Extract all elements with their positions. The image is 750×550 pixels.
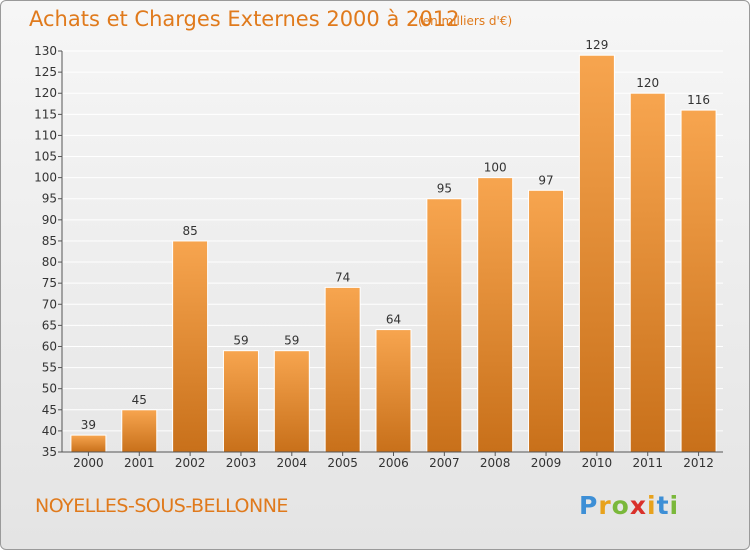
bar-2003	[222, 350, 259, 453]
y-tick-label: 95	[42, 192, 57, 206]
data-label-2003: 59	[233, 334, 248, 348]
data-label-2006: 64	[386, 313, 401, 327]
bar-2005	[324, 286, 361, 453]
x-tick-label-2012: 2012	[683, 456, 714, 470]
data-label-2002: 85	[182, 224, 197, 238]
x-tick-label-2011: 2011	[632, 456, 663, 470]
data-label-2010: 129	[585, 38, 608, 52]
bar-2001	[121, 409, 158, 453]
x-tick-label-2007: 2007	[429, 456, 460, 470]
bar-2012	[680, 109, 717, 453]
x-tick-label-2010: 2010	[582, 456, 613, 470]
y-tick-label: 40	[42, 424, 57, 438]
y-tick-label: 65	[42, 318, 57, 332]
x-tick-label-2006: 2006	[378, 456, 409, 470]
logo-letter: o	[611, 491, 630, 520]
logo-letter: i	[669, 491, 680, 520]
axes: 35 40 45 50 55 60 65 70 75 80 85 90 95 100 105 110 115 12…	[34, 44, 723, 470]
logo-letter: t	[656, 491, 670, 520]
y-tick-label: 125	[34, 65, 57, 79]
x-tick-label-2004: 2004	[277, 456, 308, 470]
bars	[70, 54, 717, 453]
data-label-2000: 39	[81, 418, 96, 432]
data-labels: 39 45 85 59 59 74 64 95 100 97 129 120 116	[81, 38, 710, 432]
y-tick-label: 45	[42, 403, 57, 417]
y-tick-label: 120	[34, 86, 57, 100]
chart-title: Achats et Charges Externes 2000 à 2012	[29, 7, 460, 31]
y-tick-label: 130	[34, 44, 57, 58]
town-name: NOYELLES-SOUS-BELLONNE	[35, 495, 288, 517]
x-tick-label-2009: 2009	[531, 456, 562, 470]
data-label-2011: 120	[636, 76, 659, 90]
y-tick-label: 115	[34, 107, 57, 121]
y-tick-label: 105	[34, 150, 57, 164]
bar-2011	[629, 92, 666, 453]
x-tick-label-2003: 2003	[226, 456, 257, 470]
data-label-2012: 116	[687, 93, 710, 107]
bar-2008	[477, 177, 514, 453]
y-tick-label: 75	[42, 276, 57, 290]
y-tick-label: 80	[42, 255, 57, 269]
x-tick-label-2008: 2008	[480, 456, 511, 470]
y-tick-label: 110	[34, 128, 57, 142]
x-tick-label-2002: 2002	[175, 456, 206, 470]
logo-letter: x	[629, 491, 647, 520]
y-tick-label: 50	[42, 382, 57, 396]
bar-2002	[172, 240, 209, 453]
y-tick-label: 70	[42, 297, 57, 311]
bar-2004	[273, 350, 310, 453]
bar-2000	[70, 434, 107, 453]
bar-2010	[578, 54, 615, 453]
x-tick-label-2001: 2001	[124, 456, 155, 470]
chart-subtitle: (en milliers d'€)	[418, 14, 513, 28]
bar-2007	[426, 198, 463, 453]
y-tick-label: 100	[34, 171, 57, 185]
data-label-2008: 100	[484, 161, 507, 175]
logo-letter: i	[647, 491, 657, 520]
x-tick-label-2005: 2005	[327, 456, 358, 470]
proxiti-logo: Proxiti	[579, 491, 679, 520]
logo-letter: P	[579, 491, 599, 520]
y-tick-label: 55	[42, 361, 57, 375]
x-tick-label-2000: 2000	[73, 456, 104, 470]
y-tick-label: 85	[42, 234, 57, 248]
data-label-2004: 59	[284, 334, 299, 348]
y-tick-label: 90	[42, 213, 57, 227]
y-tick-label: 60	[42, 339, 57, 353]
data-label-2007: 95	[437, 182, 452, 196]
data-label-2005: 74	[335, 270, 350, 284]
data-label-2001: 45	[132, 393, 147, 407]
bar-2006	[375, 329, 412, 453]
y-tick-label: 35	[42, 445, 57, 459]
bar-2009	[528, 189, 565, 453]
logo-letter: r	[598, 491, 612, 520]
data-label-2009: 97	[538, 173, 553, 187]
